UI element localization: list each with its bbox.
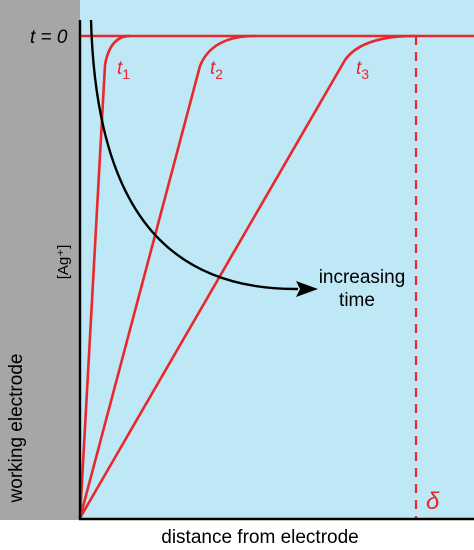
delta-label: δ (426, 488, 440, 515)
y-axis-label: [Ag⁺] (55, 245, 72, 280)
working-electrode-region (0, 0, 80, 520)
profile-curve-t2 (78, 34, 257, 520)
x-axis-label: distance from electrode (161, 527, 359, 548)
profile-curve-t3 (78, 34, 417, 520)
t2-label: t2 (210, 58, 223, 82)
t0-label: t = 0 (30, 27, 68, 48)
increasing-label: increasing (319, 267, 406, 288)
profile-curve-t1 (78, 34, 132, 520)
time-label: time (339, 290, 375, 311)
increasing-time-arrow (89, 19, 299, 291)
working-electrode-label: working electrode (6, 354, 27, 504)
arrow-head-icon (296, 281, 318, 297)
t1-label: t1 (117, 58, 130, 82)
solution-region (80, 0, 474, 520)
t3-label: t3 (356, 58, 369, 82)
